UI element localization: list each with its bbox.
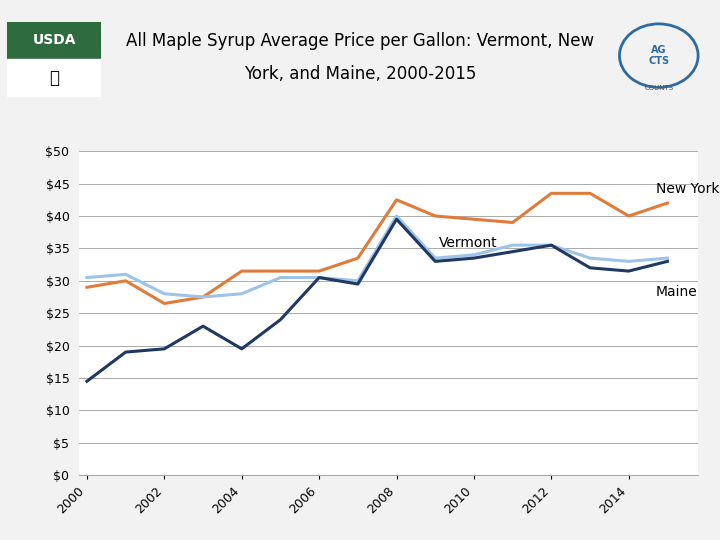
Text: Vermont: Vermont	[439, 236, 498, 250]
Text: 🌾: 🌾	[49, 69, 59, 87]
Bar	[7, 59, 101, 97]
Text: USDA: USDA	[32, 33, 76, 48]
Bar	[7, 22, 101, 59]
Text: New York: New York	[656, 182, 719, 196]
Text: Maine: Maine	[656, 286, 698, 300]
Text: All Maple Syrup Average Price per Gallon: Vermont, New: All Maple Syrup Average Price per Gallon…	[126, 32, 594, 50]
Text: COUNTS: COUNTS	[644, 85, 673, 91]
Text: AG
CTS: AG CTS	[648, 45, 670, 66]
Text: York, and Maine, 2000-2015: York, and Maine, 2000-2015	[244, 65, 476, 83]
